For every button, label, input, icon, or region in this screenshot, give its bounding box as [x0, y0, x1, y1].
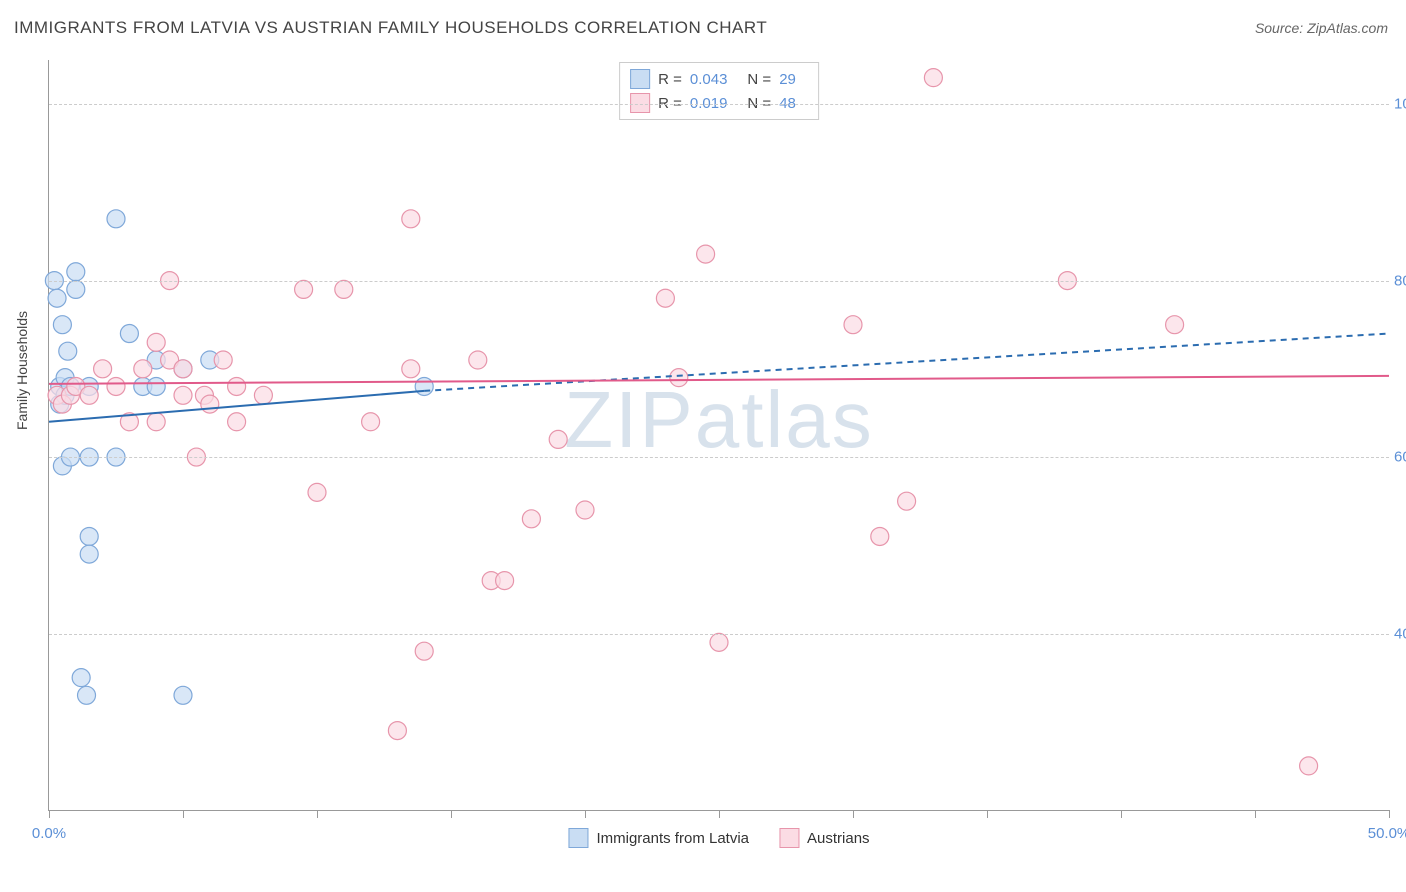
- scatter-point-latvia: [120, 325, 138, 343]
- legend-n-label: N =: [747, 95, 771, 112]
- legend-n-value: 29: [779, 71, 796, 88]
- legend-series-label: Austrians: [807, 830, 870, 847]
- y-tick-label: 40.0%: [1394, 625, 1406, 642]
- legend-n-value: 48: [779, 95, 796, 112]
- legend-row-austrians: R = 0.019 N = 48: [630, 91, 808, 115]
- scatter-point-latvia: [174, 686, 192, 704]
- scatter-point-austrians: [388, 722, 406, 740]
- scatter-point-austrians: [697, 245, 715, 263]
- x-tick: [1389, 810, 1390, 818]
- gridline-h: [49, 281, 1389, 282]
- correlation-legend: R = 0.043 N = 29 R = 0.019 N = 48: [619, 62, 819, 120]
- gridline-h: [49, 104, 1389, 105]
- scatter-point-latvia: [59, 342, 77, 360]
- scatter-point-austrians: [308, 483, 326, 501]
- scatter-point-austrians: [670, 369, 688, 387]
- x-tick-label: 50.0%: [1368, 825, 1406, 842]
- scatter-point-austrians: [254, 386, 272, 404]
- scatter-point-austrians: [228, 413, 246, 431]
- scatter-point-austrians: [147, 413, 165, 431]
- x-tick: [585, 810, 586, 818]
- legend-item: Austrians: [779, 828, 870, 848]
- scatter-point-austrians: [80, 386, 98, 404]
- scatter-point-austrians: [402, 360, 420, 378]
- scatter-point-latvia: [415, 377, 433, 395]
- gridline-h: [49, 634, 1389, 635]
- scatter-point-austrians: [496, 572, 514, 590]
- legend-r-label: R =: [658, 71, 682, 88]
- scatter-point-latvia: [53, 316, 71, 334]
- x-tick: [853, 810, 854, 818]
- scatter-point-austrians: [522, 510, 540, 528]
- chart-title: IMMIGRANTS FROM LATVIA VS AUSTRIAN FAMIL…: [14, 18, 767, 38]
- scatter-point-austrians: [147, 333, 165, 351]
- trendline-ext-latvia: [424, 334, 1389, 391]
- scatter-point-austrians: [201, 395, 219, 413]
- scatter-point-austrians: [214, 351, 232, 369]
- scatter-point-austrians: [94, 360, 112, 378]
- scatter-point-austrians: [710, 633, 728, 651]
- scatter-point-latvia: [72, 669, 90, 687]
- x-tick: [451, 810, 452, 818]
- y-tick-label: 80.0%: [1394, 272, 1406, 289]
- x-tick: [1121, 810, 1122, 818]
- series-legend: Immigrants from Latvia Austrians: [568, 828, 869, 848]
- scatter-point-austrians: [924, 69, 942, 87]
- scatter-point-austrians: [469, 351, 487, 369]
- scatter-point-austrians: [174, 386, 192, 404]
- scatter-point-austrians: [295, 280, 313, 298]
- legend-swatch-icon: [568, 828, 588, 848]
- x-tick: [49, 810, 50, 818]
- scatter-point-austrians: [335, 280, 353, 298]
- scatter-point-austrians: [549, 430, 567, 448]
- scatter-point-latvia: [67, 263, 85, 281]
- y-tick-label: 100.0%: [1394, 96, 1406, 113]
- scatter-point-austrians: [362, 413, 380, 431]
- scatter-svg: [49, 60, 1389, 810]
- scatter-point-austrians: [415, 642, 433, 660]
- scatter-point-austrians: [107, 377, 125, 395]
- gridline-h: [49, 457, 1389, 458]
- legend-row-latvia: R = 0.043 N = 29: [630, 67, 808, 91]
- scatter-point-austrians: [656, 289, 674, 307]
- scatter-point-latvia: [67, 280, 85, 298]
- scatter-point-austrians: [228, 377, 246, 395]
- x-tick: [317, 810, 318, 818]
- scatter-point-austrians: [1300, 757, 1318, 775]
- trendline-austrians: [49, 376, 1389, 384]
- x-tick: [987, 810, 988, 818]
- scatter-point-latvia: [80, 527, 98, 545]
- scatter-point-latvia: [147, 377, 165, 395]
- scatter-point-latvia: [107, 210, 125, 228]
- legend-r-label: R =: [658, 95, 682, 112]
- scatter-point-austrians: [576, 501, 594, 519]
- scatter-point-latvia: [80, 545, 98, 563]
- x-tick: [1255, 810, 1256, 818]
- x-tick-label: 0.0%: [32, 825, 66, 842]
- y-axis-label: Family Households: [14, 311, 30, 430]
- legend-swatch-icon: [630, 93, 650, 113]
- scatter-point-latvia: [78, 686, 96, 704]
- scatter-point-austrians: [134, 360, 152, 378]
- scatter-point-austrians: [174, 360, 192, 378]
- scatter-point-austrians: [844, 316, 862, 334]
- chart-container: IMMIGRANTS FROM LATVIA VS AUSTRIAN FAMIL…: [0, 0, 1406, 892]
- legend-n-label: N =: [747, 71, 771, 88]
- y-tick-label: 60.0%: [1394, 449, 1406, 466]
- scatter-point-austrians: [1166, 316, 1184, 334]
- legend-r-value: 0.019: [690, 95, 728, 112]
- x-tick: [183, 810, 184, 818]
- plot-area: ZIPatlas R =0.043N =29R =0.019N =48 Immi…: [48, 60, 1389, 811]
- scatter-point-latvia: [48, 289, 66, 307]
- scatter-point-austrians: [402, 210, 420, 228]
- source-attribution: Source: ZipAtlas.com: [1255, 20, 1388, 36]
- legend-item: Immigrants from Latvia: [568, 828, 749, 848]
- legend-swatch-icon: [630, 69, 650, 89]
- legend-series-label: Immigrants from Latvia: [596, 830, 749, 847]
- legend-swatch-icon: [779, 828, 799, 848]
- scatter-point-austrians: [871, 527, 889, 545]
- scatter-point-austrians: [898, 492, 916, 510]
- legend-r-value: 0.043: [690, 71, 728, 88]
- x-tick: [719, 810, 720, 818]
